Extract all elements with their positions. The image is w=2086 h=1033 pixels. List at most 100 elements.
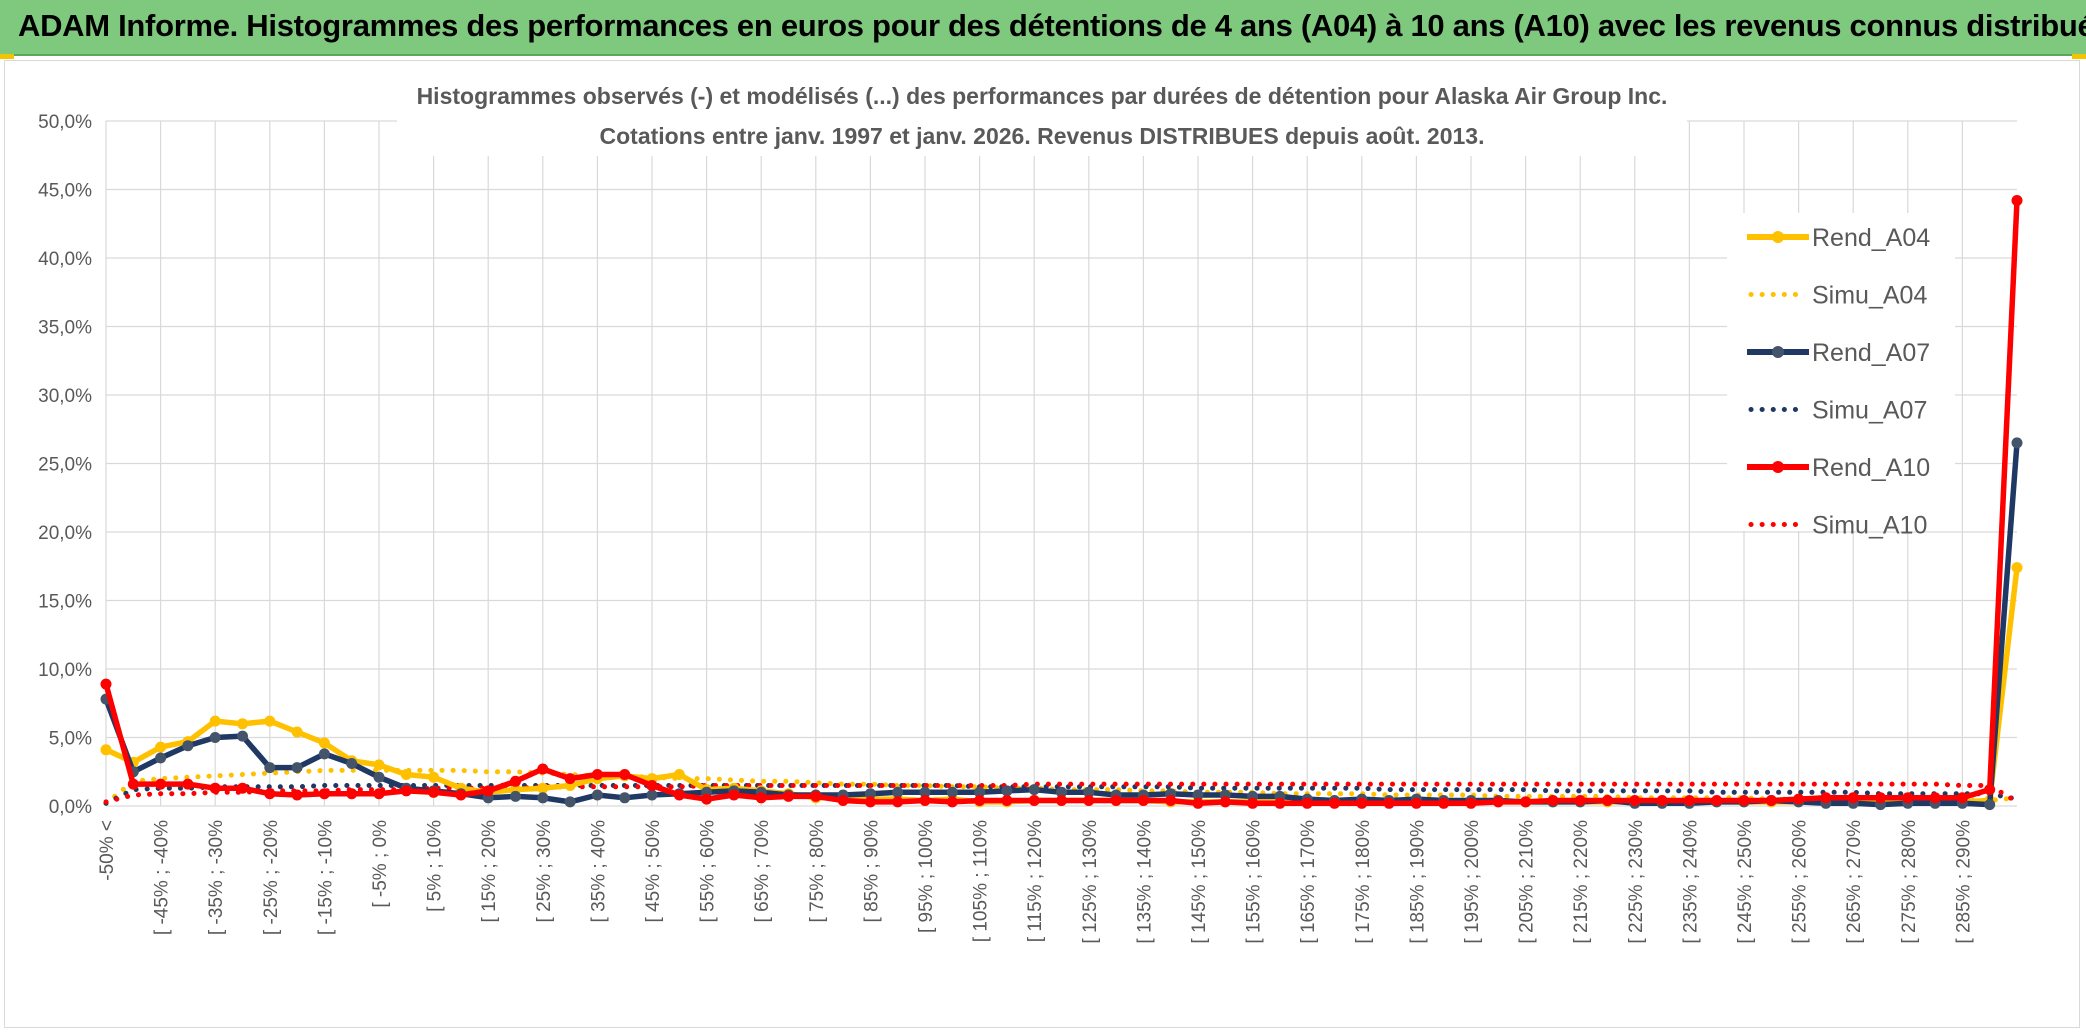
legend-marker-rend-a10 bbox=[1772, 461, 1784, 473]
x-tick-label: [ 255% ; 260% bbox=[1790, 820, 1811, 944]
data-point-rend-a10 bbox=[2011, 195, 2023, 206]
data-point-rend-a07 bbox=[2011, 437, 2023, 449]
data-point-rend-a07 bbox=[537, 792, 549, 804]
data-point-rend-a10 bbox=[1056, 795, 1067, 806]
data-point-rend-a10 bbox=[373, 788, 385, 800]
data-point-rend-a10 bbox=[755, 792, 767, 804]
y-tick-label: 40,0% bbox=[38, 249, 92, 270]
data-point-rend-a10 bbox=[1711, 795, 1723, 806]
banner-accent-right bbox=[2072, 54, 2086, 59]
data-point-rend-a10 bbox=[428, 786, 440, 798]
y-tick-label: 5,0% bbox=[49, 729, 92, 750]
chart-subtitle: Cotations entre janv. 1997 et janv. 2026… bbox=[600, 123, 1485, 149]
data-point-rend-a10 bbox=[1083, 795, 1095, 806]
data-point-rend-a10 bbox=[1902, 792, 1914, 804]
data-point-rend-a10 bbox=[1602, 795, 1613, 806]
data-point-rend-a04 bbox=[318, 737, 330, 749]
chart-legend: Rend_A04 Simu_A04 Rend_A07 Simu_A07 Rend_A10… bbox=[1727, 213, 1955, 540]
data-point-rend-a10 bbox=[1274, 797, 1286, 809]
x-tick-label: [ 105% ; 110% bbox=[971, 820, 992, 942]
data-point-rend-a10 bbox=[1984, 784, 1996, 796]
x-tick-label: [ 275% ; 280% bbox=[1899, 820, 1920, 944]
histogram-chart: 0,0% 5,0% 10,0% 15,0% 20,0% 25,0% 30,0% 35,0% 40… bbox=[38, 64, 2023, 944]
data-point-rend-a07 bbox=[1028, 784, 1040, 796]
data-point-rend-a10 bbox=[673, 789, 685, 801]
series-line-simu-a07 bbox=[103, 783, 2020, 806]
x-tick-label: [ 265% ; 270% bbox=[1844, 820, 1865, 944]
x-tick-label: [ 5% ; 10% bbox=[425, 820, 446, 912]
data-point-rend-a10 bbox=[537, 763, 549, 775]
data-point-rend-a10 bbox=[264, 788, 276, 800]
x-tick-label: [ 235% ; 240% bbox=[1680, 820, 1701, 944]
data-point-rend-a07 bbox=[209, 732, 221, 743]
data-point-rend-a10 bbox=[482, 785, 494, 797]
data-point-rend-a10 bbox=[892, 796, 904, 808]
data-point-rend-a07 bbox=[564, 796, 576, 808]
legend-label-simu-a04: Simu_A04 bbox=[1812, 282, 1927, 310]
data-point-rend-a10 bbox=[1383, 797, 1395, 809]
data-point-rend-a10 bbox=[1793, 793, 1805, 805]
y-tick-label: 25,0% bbox=[38, 455, 92, 476]
legend-marker-rend-a04 bbox=[1772, 231, 1784, 243]
y-tick-label: 20,0% bbox=[38, 523, 92, 544]
x-tick-label: [ 165% ; 170% bbox=[1298, 820, 1319, 944]
data-point-rend-a07 bbox=[1192, 789, 1204, 801]
data-point-rend-a10 bbox=[1192, 797, 1204, 809]
data-point-rend-a04 bbox=[291, 726, 303, 738]
data-point-rend-a10 bbox=[209, 782, 221, 794]
data-point-rend-a10 bbox=[455, 789, 467, 801]
x-tick-label: [ 25% ; 30% bbox=[534, 820, 555, 923]
chart-title: Histogrammes observés (-) et modélisés (… bbox=[417, 83, 1668, 109]
x-tick-label: [ -25% ; -20% bbox=[261, 820, 282, 935]
data-point-rend-a07 bbox=[510, 790, 521, 802]
report-title: ADAM Informe. Histogrammes des performan… bbox=[18, 8, 2086, 43]
data-point-rend-a10 bbox=[182, 778, 194, 790]
x-tick-label: [ 195% ; 200% bbox=[1462, 820, 1483, 944]
y-tick-label: 30,0% bbox=[38, 386, 92, 407]
data-point-rend-a10 bbox=[1137, 795, 1149, 806]
data-point-rend-a10 bbox=[1438, 797, 1450, 809]
data-point-rend-a10 bbox=[1656, 795, 1668, 806]
x-tick-label: [ 135% ; 140% bbox=[1134, 820, 1155, 944]
y-tick-label: 15,0% bbox=[38, 592, 92, 613]
data-point-rend-a10 bbox=[919, 795, 931, 806]
data-point-rend-a10 bbox=[346, 788, 358, 800]
data-point-rend-a07 bbox=[1056, 786, 1067, 798]
data-point-rend-a04 bbox=[209, 715, 221, 727]
x-tick-label: [ 145% ; 150% bbox=[1189, 820, 1210, 944]
x-tick-label: [ 175% ; 180% bbox=[1353, 820, 1374, 944]
x-tick-label: [ 45% ; 50% bbox=[643, 820, 664, 923]
data-point-rend-a07 bbox=[237, 730, 248, 742]
title-background bbox=[397, 64, 1687, 156]
data-point-rend-a10 bbox=[1929, 792, 1941, 804]
data-point-rend-a07 bbox=[346, 758, 358, 769]
data-point-rend-a10 bbox=[1956, 792, 1968, 804]
data-point-rend-a10 bbox=[1410, 797, 1422, 809]
data-point-rend-a10 bbox=[1247, 797, 1259, 809]
data-point-rend-a10 bbox=[591, 769, 603, 780]
data-point-rend-a10 bbox=[646, 780, 658, 791]
data-point-rend-a10 bbox=[1574, 795, 1586, 806]
y-tick-label: 45,0% bbox=[38, 181, 92, 202]
data-point-rend-a10 bbox=[619, 769, 631, 780]
x-tick-label: [ 245% ; 250% bbox=[1735, 820, 1756, 944]
data-point-rend-a07 bbox=[864, 788, 876, 800]
data-point-rend-a10 bbox=[837, 795, 849, 806]
y-tick-label: 50,0% bbox=[38, 112, 92, 133]
x-tick-label: [ -45% ; -40% bbox=[152, 820, 173, 935]
data-point-rend-a07 bbox=[155, 752, 167, 764]
data-point-rend-a10 bbox=[564, 773, 576, 785]
data-point-rend-a10 bbox=[1847, 792, 1859, 804]
y-tick-label: 0,0% bbox=[49, 797, 92, 818]
data-point-rend-a10 bbox=[864, 796, 876, 808]
data-point-rend-a07 bbox=[974, 786, 986, 798]
report-banner: ADAM Informe. Histogrammes des performan… bbox=[0, 0, 2086, 56]
x-tick-label: [ 285% ; 290% bbox=[1953, 820, 1974, 944]
x-tick-label: [ 125% ; 130% bbox=[1080, 820, 1101, 944]
data-point-rend-a07 bbox=[619, 792, 631, 804]
x-tick-label: [ 225% ; 230% bbox=[1626, 820, 1647, 944]
data-point-rend-a10 bbox=[810, 790, 822, 802]
data-point-rend-a10 bbox=[510, 775, 521, 787]
data-point-rend-a10 bbox=[100, 678, 112, 690]
legend-label-rend-a04: Rend_A04 bbox=[1812, 224, 1930, 252]
